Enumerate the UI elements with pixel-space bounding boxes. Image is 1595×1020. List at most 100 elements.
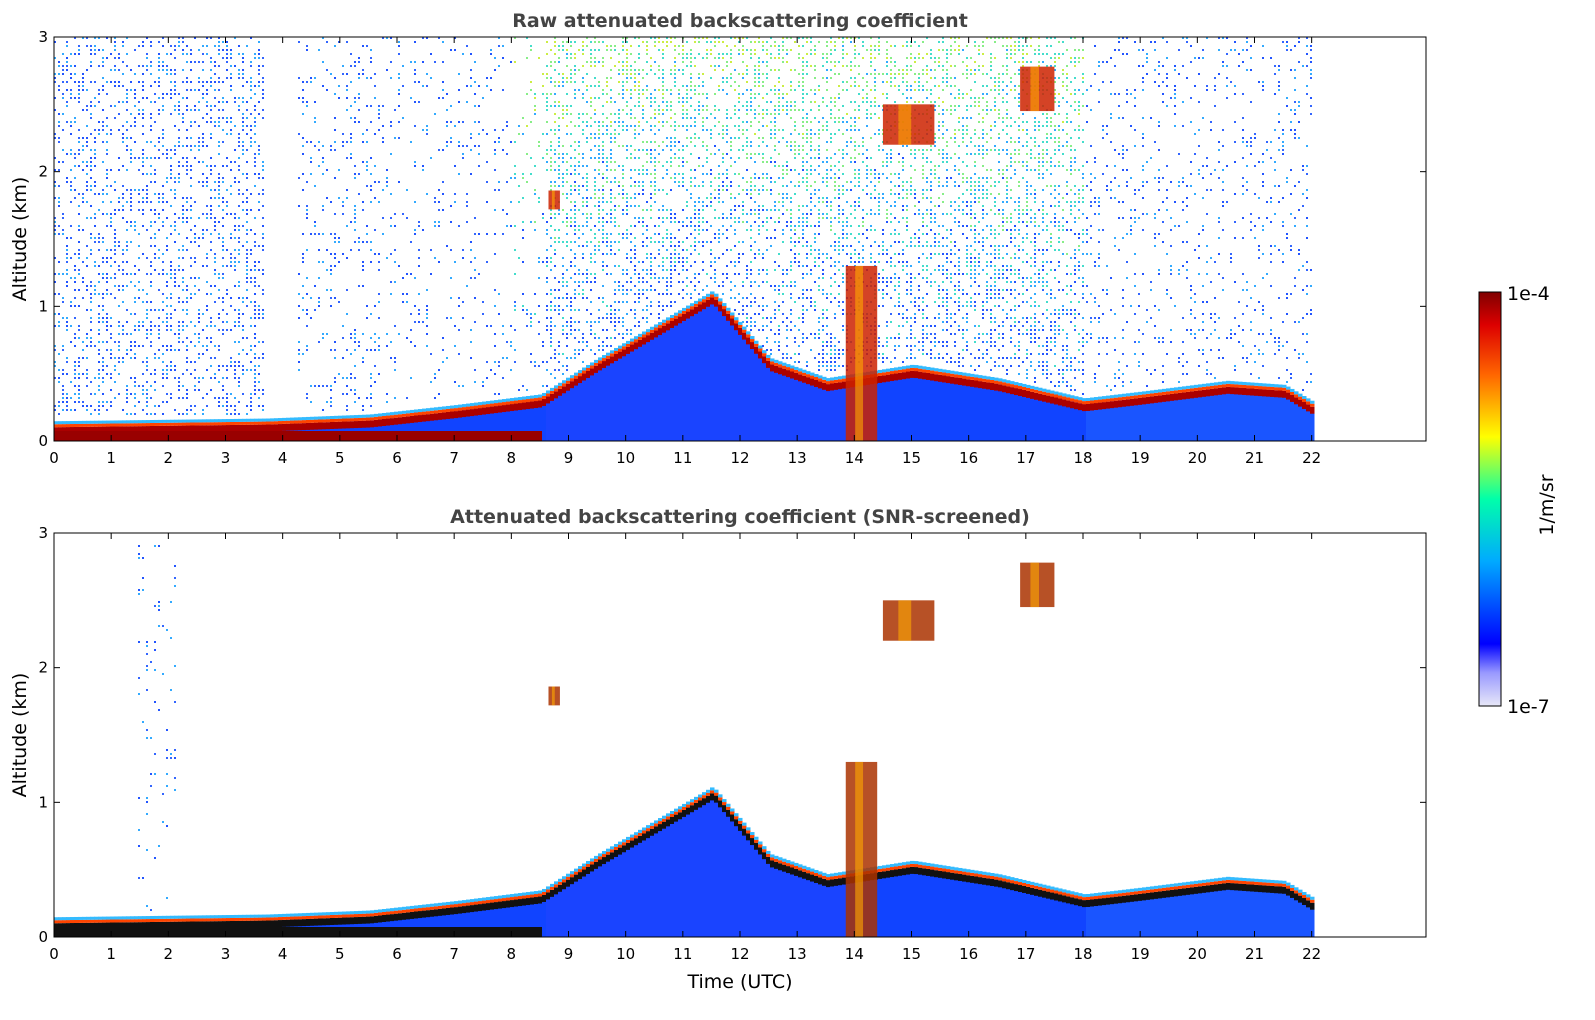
heatmap-cell — [390, 125, 392, 127]
heatmap-cell — [658, 233, 660, 235]
heatmap-cell — [546, 169, 548, 171]
heatmap-cell — [618, 285, 620, 287]
heatmap-cell — [98, 361, 100, 363]
heatmap-cell — [682, 221, 684, 223]
heatmap-cell — [218, 193, 220, 195]
heatmap-cell — [170, 397, 172, 399]
heatmap-cell — [230, 361, 232, 363]
heatmap-cell — [602, 237, 604, 239]
heatmap-cell — [146, 189, 148, 191]
heatmap-cell — [574, 57, 576, 59]
heatmap-cell — [142, 420, 147, 424]
heatmap-cell — [154, 413, 156, 415]
heatmap-cell — [706, 229, 708, 231]
heatmap-cell — [650, 93, 652, 95]
heatmap-cell — [650, 141, 652, 143]
heatmap-cell — [606, 221, 608, 223]
heatmap-cell — [218, 422, 223, 426]
heatmap-cell — [74, 333, 76, 335]
heatmap-cell — [162, 369, 164, 371]
heatmap-cell — [178, 397, 180, 399]
heatmap-cell — [606, 213, 608, 215]
heatmap-cell — [678, 310, 683, 314]
heatmap-cell — [554, 241, 556, 243]
heatmap-cell — [654, 201, 656, 203]
heatmap-cell — [502, 89, 504, 91]
heatmap-cell — [678, 165, 680, 167]
heatmap-cell — [626, 53, 628, 55]
heatmap-cell — [182, 113, 184, 115]
heatmap-cell — [330, 305, 332, 307]
heatmap-cell — [330, 401, 332, 403]
heatmap-cell — [442, 349, 444, 351]
heatmap-cell — [238, 105, 240, 107]
heatmap-cell — [78, 137, 80, 139]
heatmap-cell — [182, 53, 184, 55]
heatmap-cell — [162, 353, 164, 355]
heatmap-cell — [186, 89, 188, 91]
heatmap-cell — [66, 401, 68, 403]
heatmap-cell — [178, 377, 180, 379]
heatmap-cell — [694, 177, 696, 179]
heatmap-cell — [54, 233, 56, 235]
heatmap-cell — [110, 420, 115, 424]
heatmap-cell — [346, 349, 348, 351]
heatmap-cell — [598, 125, 600, 127]
heatmap-cell — [630, 289, 632, 291]
heatmap-cell — [74, 373, 76, 375]
heatmap-cell — [114, 81, 116, 83]
heatmap-cell — [158, 405, 160, 407]
heatmap-cell — [614, 113, 616, 115]
heatmap-cell — [186, 53, 188, 55]
heatmap-cell — [618, 53, 620, 55]
heatmap-cell — [610, 313, 612, 315]
heatmap-cell — [338, 41, 340, 43]
heatmap-cell — [538, 431, 543, 441]
heatmap-cell — [442, 81, 444, 83]
heatmap-cell — [182, 385, 184, 387]
heatmap-cell — [138, 189, 140, 191]
heatmap-cell — [374, 333, 376, 335]
heatmap-cell — [226, 425, 231, 433]
heatmap-cell — [626, 81, 628, 83]
heatmap-cell — [146, 357, 148, 359]
heatmap-cell — [210, 249, 212, 251]
heatmap-cell — [306, 422, 311, 430]
heatmap-cell — [602, 197, 604, 199]
heatmap-cell — [662, 261, 664, 263]
heatmap-cell — [546, 233, 548, 235]
heatmap-cell — [242, 337, 244, 339]
heatmap-cell — [538, 261, 540, 263]
heatmap-cell — [162, 193, 164, 195]
heatmap-cell — [646, 45, 648, 47]
heatmap-cell — [566, 380, 571, 384]
heatmap-cell — [414, 415, 419, 423]
heatmap-cell — [718, 285, 720, 287]
heatmap-cell — [610, 125, 612, 127]
heatmap-cell — [646, 85, 648, 87]
heatmap-cell — [650, 277, 652, 279]
heatmap-cell — [606, 352, 611, 356]
heatmap-cell — [598, 169, 600, 171]
heatmap-cell — [666, 193, 668, 195]
heatmap-cell — [250, 393, 252, 395]
heatmap-cell — [646, 253, 648, 255]
heatmap-cell — [698, 217, 700, 219]
heatmap-cell — [706, 97, 708, 99]
heatmap-cell — [430, 273, 432, 275]
heatmap-cell — [326, 289, 328, 291]
heatmap-cell — [574, 289, 576, 291]
heatmap-cell — [62, 161, 64, 163]
heatmap-cell — [202, 422, 207, 426]
heatmap-cell — [694, 273, 696, 275]
heatmap-cell — [418, 313, 420, 315]
heatmap-cell — [166, 365, 168, 367]
heatmap-cell — [510, 369, 512, 371]
heatmap-cell — [214, 65, 216, 67]
heatmap-cell — [586, 85, 588, 87]
heatmap-cell — [146, 229, 148, 231]
heatmap-cell — [62, 393, 64, 395]
heatmap-cell — [586, 364, 591, 368]
heatmap-cell — [114, 233, 116, 235]
heatmap-cell — [142, 361, 144, 363]
